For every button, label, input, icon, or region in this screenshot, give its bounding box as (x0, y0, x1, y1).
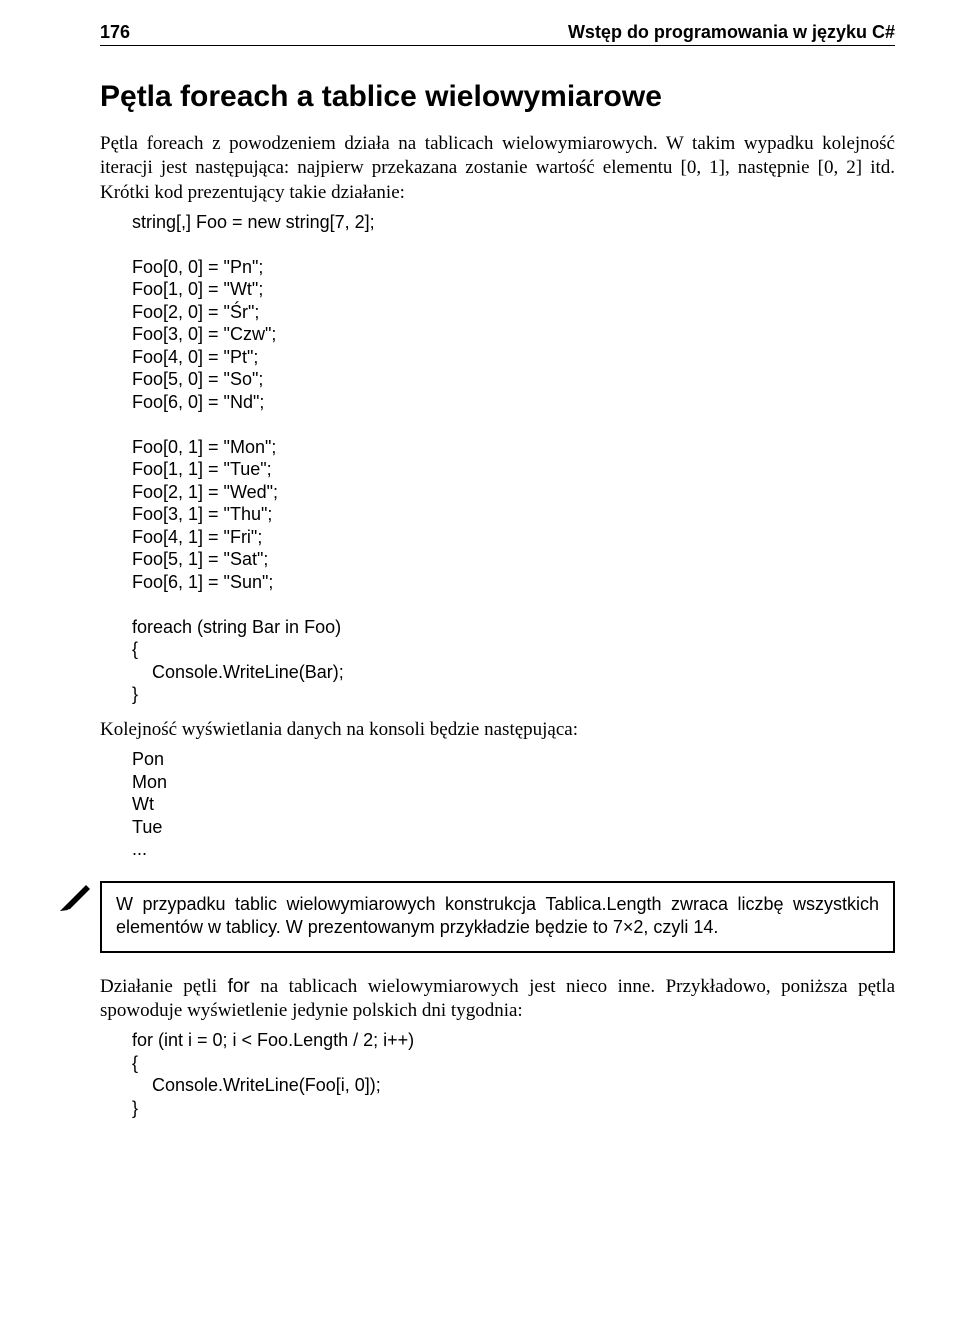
section-title: Pętla foreach a tablice wielowymiarowe (100, 80, 895, 114)
page-number: 176 (100, 22, 130, 43)
note-box: W przypadku tablic wielowymiarowych kons… (100, 881, 895, 953)
note-box-container: W przypadku tablic wielowymiarowych kons… (100, 881, 895, 953)
page-header: 176 Wstęp do programowania w języku C# (100, 22, 895, 46)
paragraph-3: Działanie pętli for na tablicach wielowy… (100, 975, 895, 1024)
page: 176 Wstęp do programowania w języku C# P… (0, 0, 960, 1325)
paragraph-2: Kolejność wyświetlania danych na konsoli… (100, 718, 895, 742)
running-title: Wstęp do programowania w języku C# (130, 22, 895, 43)
para3-inline-code: for (228, 976, 250, 997)
intro-paragraph: Pętla foreach z powodzeniem działa na ta… (100, 132, 895, 205)
code-block-1: string[,] Foo = new string[7, 2]; Foo[0,… (132, 211, 895, 706)
pencil-icon (56, 877, 94, 920)
para3-prefix: Działanie pętli (100, 976, 228, 997)
note-text-prefix: W przypadku tablic wielowymiarowych kons… (116, 894, 545, 914)
code-block-3: for (int i = 0; i < Foo.Length / 2; i++)… (132, 1029, 895, 1119)
code-block-2: Pon Mon Wt Tue ... (132, 748, 895, 861)
note-inline-code: Tablica.Length (545, 894, 661, 914)
